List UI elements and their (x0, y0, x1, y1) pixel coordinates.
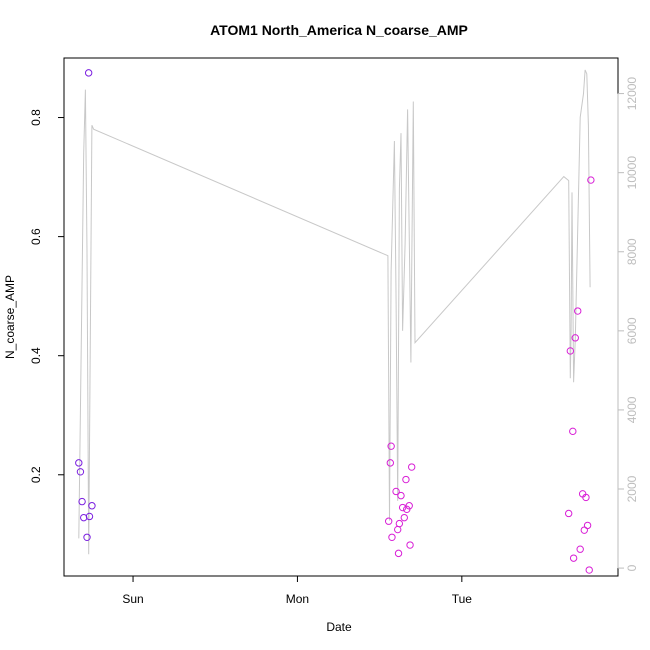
data-point (394, 525, 402, 534)
data-point (564, 509, 573, 518)
x-tick-label: Mon (286, 592, 309, 606)
plot-frame (63, 57, 619, 577)
y-axis: 0.2 0.4 0.6 0.8 (29, 109, 65, 483)
y2-tick-label: 10000 (625, 156, 639, 190)
data-point (587, 176, 595, 184)
data-point (405, 502, 413, 510)
x-tick-label: Sun (122, 592, 143, 606)
y-tick-label: 0.2 (29, 466, 43, 483)
y2-tick-label: 12000 (625, 77, 639, 111)
data-point (394, 549, 403, 558)
data-point (84, 69, 93, 77)
data-point (406, 541, 414, 549)
data-point (576, 545, 584, 553)
data-point (402, 475, 410, 484)
data-point (583, 521, 592, 530)
data-point (571, 334, 579, 342)
data-point (75, 459, 83, 467)
data-point (585, 566, 593, 574)
data-point (582, 493, 590, 502)
y2-tick-label: 6000 (625, 317, 639, 344)
chart-title: ATOM1 North_America N_coarse_AMP (210, 22, 468, 38)
y2-tick-label: 0 (625, 564, 639, 571)
y-tick-label: 0.4 (29, 347, 43, 364)
data-point (388, 533, 396, 541)
y-tick-label: 0.8 (29, 109, 43, 126)
data-point (392, 487, 400, 496)
data-point (397, 491, 405, 500)
data-point (395, 519, 404, 528)
data-point (400, 513, 408, 522)
plot-area (75, 69, 595, 574)
data-point (574, 307, 582, 315)
data-point (83, 533, 91, 541)
series-line (78, 69, 591, 555)
data-point (569, 554, 578, 562)
data-point (566, 347, 575, 355)
data-point (76, 468, 85, 476)
data-point (569, 427, 577, 436)
data-point (387, 442, 395, 450)
data-point (85, 512, 94, 521)
x-axis: Sun Mon Tue (122, 575, 473, 606)
y2-tick-label: 2000 (625, 475, 639, 502)
y2-axis: 0 2000 4000 6000 8000 10000 12000 (617, 77, 639, 571)
data-point (78, 497, 86, 506)
data-point (384, 517, 393, 525)
y-axis-label: N_coarse_AMP (3, 275, 17, 359)
y-tick-label: 0.6 (29, 228, 43, 245)
data-point (88, 502, 96, 510)
y2-tick-label: 8000 (625, 238, 639, 265)
data-point (407, 463, 416, 471)
data-point (398, 503, 407, 512)
data-point (386, 459, 395, 467)
x-tick-label: Tue (452, 592, 473, 606)
y2-tick-label: 4000 (625, 396, 639, 423)
x-axis-label: Date (326, 620, 352, 634)
